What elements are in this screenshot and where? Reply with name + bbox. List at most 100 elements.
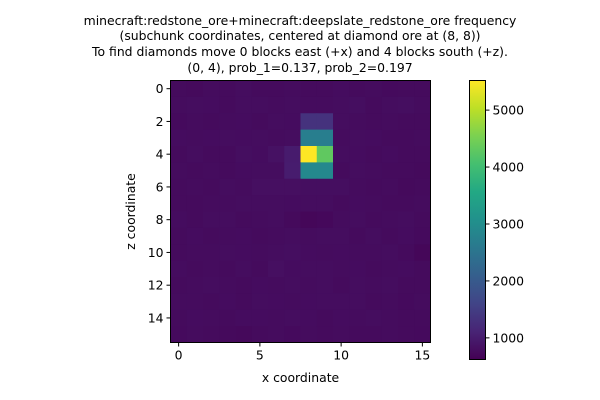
heatmap-cell — [300, 113, 318, 131]
heatmap-cell — [414, 293, 431, 311]
heatmap-cell — [186, 162, 204, 180]
heatmap-cell — [170, 309, 188, 327]
heatmap-cell — [235, 80, 253, 98]
heatmap-cell — [333, 146, 350, 163]
heatmap-cell — [235, 260, 253, 278]
heatmap-cell — [365, 293, 383, 311]
y-tick-label: 10 — [148, 245, 164, 260]
y-tick-label: 4 — [156, 147, 164, 162]
heatmap-cell — [365, 309, 383, 327]
heatmap-cell — [284, 146, 301, 163]
heatmap-cell — [235, 227, 253, 245]
heatmap-cell — [170, 293, 188, 311]
heatmap-cell — [333, 211, 350, 229]
x-tick-label: 5 — [256, 348, 264, 363]
heatmap-cell — [251, 96, 269, 114]
heatmap-cell — [268, 309, 285, 327]
heatmap-cell — [170, 260, 188, 278]
heatmap-cell — [333, 195, 350, 212]
heatmap-cell — [170, 244, 188, 262]
heatmap-cell — [251, 244, 269, 262]
y-tick-label: 0 — [156, 81, 164, 96]
heatmap-cell — [203, 260, 220, 278]
heatmap-cell — [349, 178, 366, 196]
heatmap-cell — [349, 227, 366, 245]
heatmap-cell — [170, 129, 188, 147]
heatmap-cell — [219, 277, 236, 294]
heatmap-cell — [398, 178, 415, 196]
heatmap-cell — [251, 293, 269, 311]
heatmap-cell — [284, 227, 301, 245]
heatmap-cell — [219, 146, 236, 163]
heatmap-cell — [251, 162, 269, 180]
heatmap-cell — [365, 146, 383, 163]
heatmap-cell — [203, 146, 220, 163]
heatmap-cell — [414, 309, 431, 327]
heatmap-cell — [398, 260, 415, 278]
heatmap-cell — [316, 227, 334, 245]
heatmap-cell — [414, 96, 431, 114]
heatmap-cell — [333, 178, 350, 196]
heatmap-cell — [333, 227, 350, 245]
heatmap-cells — [170, 80, 431, 343]
heatmap-cell — [349, 80, 366, 98]
heatmap-cell — [235, 211, 253, 229]
heatmap-cell — [381, 244, 399, 262]
heatmap-cell — [333, 80, 350, 98]
heatmap-cell — [219, 162, 236, 180]
heatmap-cell — [300, 260, 318, 278]
heatmap-cell — [251, 195, 269, 212]
y-tick-label: 2 — [156, 114, 164, 129]
heatmap-cell — [300, 178, 318, 196]
heatmap-cell — [300, 162, 318, 180]
heatmap-cell — [170, 178, 188, 196]
heatmap-cell — [381, 80, 399, 98]
heatmap-cell — [219, 260, 236, 278]
heatmap-cell — [170, 326, 188, 343]
heatmap-cell — [284, 211, 301, 229]
heatmap-cell — [268, 146, 285, 163]
heatmap-cell — [316, 178, 334, 196]
heatmap-cell — [186, 178, 204, 196]
heatmap-cell — [365, 178, 383, 196]
heatmap-cell — [235, 146, 253, 163]
heatmap-cell — [300, 129, 318, 147]
y-tick-label: 12 — [148, 278, 164, 293]
heatmap-cell — [170, 113, 188, 131]
y-tick-label: 14 — [148, 310, 164, 325]
heatmap-cell — [235, 293, 253, 311]
heatmap-cell — [284, 162, 301, 180]
heatmap-cell — [414, 178, 431, 196]
heatmap-cell — [381, 326, 399, 343]
heatmap-cell — [300, 326, 318, 343]
heatmap-cell — [235, 277, 253, 294]
heatmap-cell — [170, 146, 188, 163]
heatmap-cell — [381, 309, 399, 327]
heatmap-cell — [219, 293, 236, 311]
heatmap-cell — [235, 326, 253, 343]
heatmap-cell — [381, 178, 399, 196]
heatmap-cell — [284, 277, 301, 294]
heatmap-cell — [170, 227, 188, 245]
heatmap-cell — [186, 260, 204, 278]
heatmap-cell — [219, 195, 236, 212]
heatmap-cell — [268, 227, 285, 245]
colorbar-ticks: 1000 2000 3000 4000 5000 — [485, 103, 524, 345]
heatmap-cell — [381, 227, 399, 245]
heatmap-cell — [316, 146, 334, 163]
heatmap-cell — [203, 129, 220, 147]
heatmap-cell — [381, 260, 399, 278]
heatmap-cell — [316, 195, 334, 212]
title-line-2: (subchunk coordinates, centered at diamo… — [119, 28, 480, 43]
heatmap-cell — [235, 195, 253, 212]
heatmap-cell — [300, 96, 318, 114]
heatmap-cell — [414, 195, 431, 212]
heatmap-cell — [316, 326, 334, 343]
heatmap-cell — [349, 260, 366, 278]
heatmap-cell — [186, 96, 204, 114]
heatmap-cell — [203, 195, 220, 212]
title-line-4: (0, 4), prob_1=0.137, prob_2=0.197 — [187, 60, 412, 75]
heatmap-cell — [398, 277, 415, 294]
heatmap-cell — [219, 211, 236, 229]
chart-title: minecraft:redstone_ore+minecraft:deepsla… — [84, 13, 517, 75]
